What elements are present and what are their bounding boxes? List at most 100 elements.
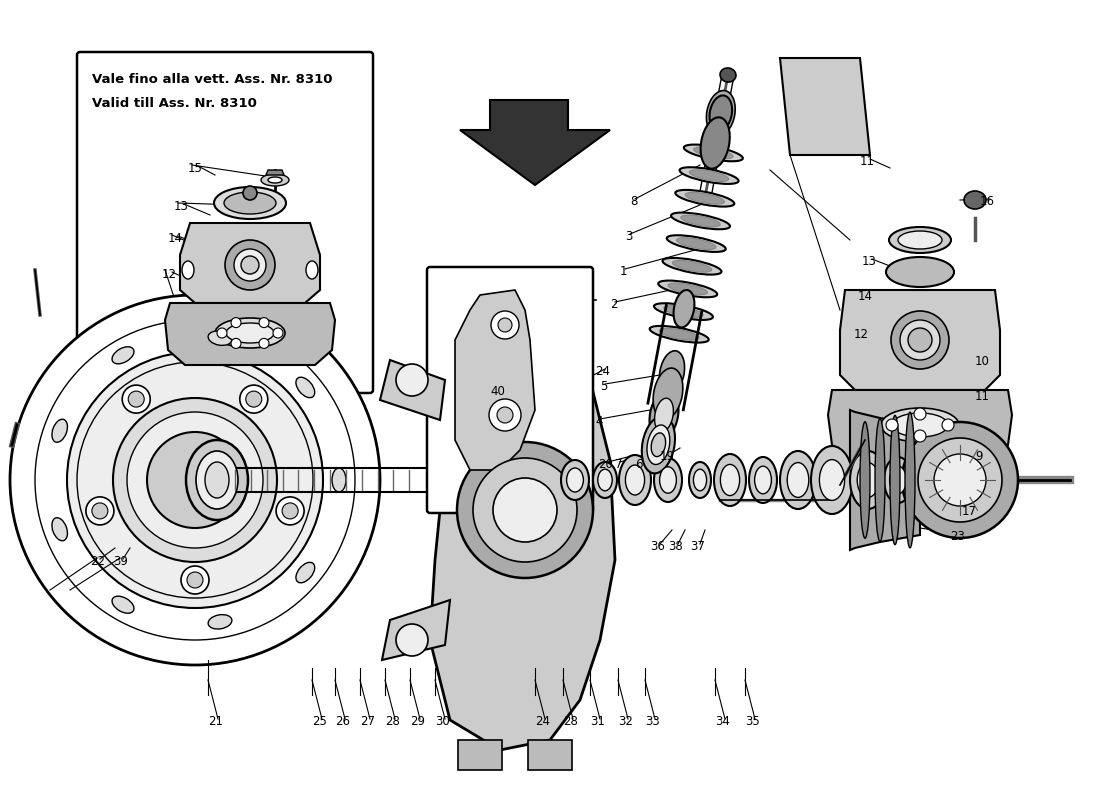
- Text: 24: 24: [595, 365, 610, 378]
- Polygon shape: [528, 740, 572, 770]
- Ellipse shape: [881, 408, 959, 442]
- Ellipse shape: [660, 328, 698, 340]
- Polygon shape: [379, 360, 446, 420]
- Text: 3: 3: [625, 230, 632, 243]
- Ellipse shape: [684, 145, 743, 162]
- Ellipse shape: [205, 462, 229, 498]
- Text: 27: 27: [360, 715, 375, 728]
- Text: 20: 20: [598, 458, 613, 471]
- Text: 40: 40: [490, 385, 505, 398]
- Circle shape: [231, 338, 241, 348]
- Polygon shape: [266, 170, 284, 175]
- Circle shape: [122, 385, 151, 413]
- Text: 13: 13: [862, 255, 877, 268]
- Ellipse shape: [660, 466, 676, 493]
- Circle shape: [934, 454, 986, 506]
- Circle shape: [282, 503, 298, 519]
- Ellipse shape: [890, 415, 900, 545]
- Ellipse shape: [890, 466, 906, 494]
- Text: 17: 17: [962, 505, 977, 518]
- Ellipse shape: [224, 192, 276, 214]
- Text: 13: 13: [174, 200, 189, 213]
- Ellipse shape: [332, 468, 346, 492]
- Circle shape: [914, 408, 926, 420]
- Text: 4: 4: [595, 415, 603, 428]
- Polygon shape: [165, 303, 336, 365]
- Polygon shape: [460, 100, 610, 185]
- Ellipse shape: [654, 303, 713, 320]
- Text: 30: 30: [434, 715, 450, 728]
- Ellipse shape: [268, 177, 282, 183]
- Text: 6: 6: [635, 458, 642, 471]
- Polygon shape: [455, 290, 535, 470]
- Ellipse shape: [714, 454, 746, 506]
- Ellipse shape: [208, 331, 232, 346]
- Text: 19: 19: [660, 450, 675, 463]
- Circle shape: [914, 430, 926, 442]
- Circle shape: [497, 407, 513, 423]
- Ellipse shape: [900, 320, 940, 360]
- Ellipse shape: [663, 306, 703, 318]
- Text: 15: 15: [188, 162, 202, 175]
- Ellipse shape: [874, 418, 886, 542]
- Ellipse shape: [788, 462, 808, 498]
- Ellipse shape: [647, 425, 670, 465]
- Ellipse shape: [706, 90, 735, 136]
- Circle shape: [187, 572, 204, 588]
- Ellipse shape: [889, 227, 952, 253]
- Ellipse shape: [860, 422, 870, 538]
- Ellipse shape: [780, 451, 816, 509]
- Ellipse shape: [196, 451, 238, 509]
- Ellipse shape: [186, 440, 248, 520]
- Text: 8: 8: [630, 195, 637, 208]
- Circle shape: [276, 497, 304, 525]
- Ellipse shape: [672, 260, 712, 272]
- Ellipse shape: [811, 446, 852, 514]
- Text: 26: 26: [336, 715, 350, 728]
- FancyBboxPatch shape: [427, 267, 593, 513]
- Text: 11: 11: [860, 155, 875, 168]
- Ellipse shape: [820, 459, 845, 501]
- Polygon shape: [828, 390, 1012, 460]
- Ellipse shape: [52, 518, 67, 541]
- Ellipse shape: [214, 187, 286, 219]
- Ellipse shape: [234, 249, 266, 281]
- Text: Vale fino alla vett. Ass. Nr. 8310: Vale fino alla vett. Ass. Nr. 8310: [92, 73, 332, 86]
- Text: 38: 38: [668, 540, 683, 553]
- Circle shape: [231, 318, 241, 328]
- Ellipse shape: [668, 283, 707, 294]
- Ellipse shape: [112, 346, 134, 364]
- Ellipse shape: [243, 186, 257, 200]
- Text: 29: 29: [410, 715, 425, 728]
- Text: 16: 16: [980, 195, 996, 208]
- Ellipse shape: [693, 469, 706, 490]
- Ellipse shape: [651, 433, 666, 457]
- Ellipse shape: [597, 469, 613, 490]
- Circle shape: [493, 478, 557, 542]
- Circle shape: [258, 318, 270, 328]
- Ellipse shape: [566, 468, 583, 492]
- Text: 2: 2: [610, 298, 617, 311]
- Text: 25: 25: [312, 715, 327, 728]
- Circle shape: [918, 438, 1002, 522]
- Text: 22: 22: [90, 555, 104, 568]
- Text: 9: 9: [975, 450, 982, 463]
- Ellipse shape: [886, 257, 954, 287]
- Text: 36: 36: [650, 540, 664, 553]
- Text: 32: 32: [618, 715, 632, 728]
- Ellipse shape: [720, 464, 739, 495]
- Text: 23: 23: [950, 530, 965, 543]
- Text: 5: 5: [600, 380, 607, 393]
- Ellipse shape: [690, 170, 728, 182]
- Circle shape: [396, 364, 428, 396]
- Polygon shape: [780, 58, 870, 155]
- Ellipse shape: [226, 240, 275, 290]
- Text: 37: 37: [690, 540, 705, 553]
- Text: 28: 28: [385, 715, 400, 728]
- Text: 12: 12: [162, 268, 177, 281]
- Circle shape: [245, 391, 262, 407]
- Ellipse shape: [208, 614, 232, 629]
- Ellipse shape: [261, 174, 289, 186]
- Text: 31: 31: [590, 715, 605, 728]
- Ellipse shape: [641, 416, 675, 474]
